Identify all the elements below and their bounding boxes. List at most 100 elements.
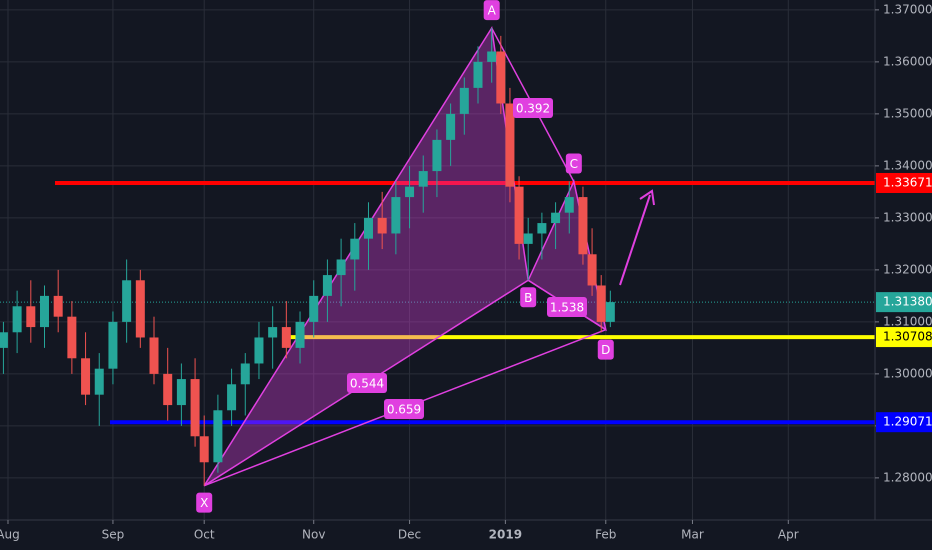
candle-body: [39, 295, 49, 328]
candle-body: [578, 197, 588, 255]
ratio-label-box: [513, 98, 553, 118]
y-tick-label: 1.30000: [883, 366, 932, 380]
candle-body: [190, 379, 200, 437]
candle-body: [391, 197, 401, 234]
candle-body: [53, 295, 63, 317]
vertex-label-box: [597, 339, 614, 360]
level-price-box: [876, 412, 932, 433]
candle-body: [487, 51, 497, 62]
y-tick-label: 1.37000: [883, 2, 932, 16]
candle-body: [281, 327, 291, 348]
candle-body: [596, 285, 606, 322]
candle-body: [227, 384, 237, 411]
candle-body: [496, 51, 506, 104]
projection-arrow-head: [639, 189, 655, 206]
candle-body: [12, 306, 22, 333]
candle-body: [67, 316, 77, 359]
candle-body: [446, 113, 456, 140]
candle-body: [459, 87, 469, 114]
ratio-label: 0.659: [387, 403, 421, 417]
x-tick-label: 2019: [489, 528, 522, 542]
y-tick-label: 1.36000: [883, 54, 932, 68]
vertex-label-box: [483, 0, 500, 21]
x-tick-label: Feb: [595, 528, 616, 542]
x-tick-label: Nov: [302, 528, 325, 542]
vertex-label: C: [570, 157, 578, 171]
vertex-label-box: [520, 287, 537, 308]
candle-body: [94, 368, 104, 395]
projection-arrow: [619, 194, 651, 286]
candle-body: [26, 306, 36, 328]
ratio-label: 0.392: [516, 102, 550, 116]
grid: [0, 0, 875, 520]
candle-body: [163, 373, 173, 406]
level-price-label: 1.33671: [883, 175, 932, 189]
ratio-label: 0.544: [350, 377, 384, 391]
levels: [0, 180, 875, 425]
y-tick-label: 1.34000: [883, 158, 932, 172]
x-tick-label: Sep: [102, 528, 125, 542]
candle-body: [587, 254, 597, 286]
candle-body: [176, 379, 186, 406]
y-tick-label: 1.28000: [883, 470, 932, 484]
level-price-box: [876, 172, 932, 193]
current-price-label: 1.31380: [883, 295, 932, 309]
candle-body: [473, 61, 483, 88]
y-tick-label: 1.32000: [883, 262, 932, 276]
vertex-label: D: [601, 343, 610, 357]
candle-body: [514, 186, 524, 244]
x-tick-label: Mar: [681, 528, 704, 542]
candle-body: [81, 358, 91, 395]
price-axis: [875, 0, 932, 550]
candle-body: [418, 171, 428, 187]
candle-body: [377, 217, 387, 234]
candle-body: [336, 259, 346, 276]
candle-body: [135, 280, 145, 338]
candle-body: [564, 197, 574, 213]
vertex-label: A: [488, 4, 497, 18]
candle-body: [551, 212, 561, 224]
vertex-label: B: [524, 291, 532, 305]
candle-body: [505, 103, 515, 187]
candle-body: [523, 233, 533, 244]
level-price-label: 1.30708: [883, 330, 932, 344]
candle-body: [350, 238, 360, 260]
candle-body: [254, 337, 264, 364]
candle-body: [363, 217, 373, 239]
candle-body: [605, 302, 615, 322]
y-tick-label: 1.31000: [883, 314, 932, 328]
candle-body: [149, 337, 159, 374]
candle-body: [199, 436, 209, 463]
x-tick-label: Oct: [194, 528, 215, 542]
ratio-label: 1.538: [550, 301, 584, 315]
current-price-box: [876, 292, 932, 313]
candle-body: [432, 139, 442, 172]
candle-body: [268, 327, 278, 338]
candle-body: [537, 223, 547, 234]
candles: [0, 28, 615, 486]
y-tick-label: 1.35000: [883, 106, 932, 120]
vertex-label-box: [565, 153, 582, 174]
candle-body: [108, 321, 118, 369]
x-tick-label: Dec: [398, 528, 421, 542]
x-tick-label: Aug: [0, 528, 20, 542]
ratio-label-box: [347, 373, 387, 393]
x-tick-label: Apr: [778, 528, 799, 542]
candle-body: [309, 295, 319, 322]
y-tick-label: 1.33000: [883, 210, 932, 224]
candle-body: [213, 410, 223, 463]
candle-body: [122, 280, 132, 322]
candle-body: [0, 332, 8, 348]
level-price-box: [876, 327, 932, 348]
ratio-label-box: [547, 297, 587, 317]
vertex-label-box: [196, 492, 213, 513]
ratio-label-box: [384, 399, 424, 419]
candle-body: [405, 186, 415, 198]
candle-body: [240, 363, 250, 385]
vertex-label: X: [200, 496, 208, 510]
candle-body: [295, 321, 305, 348]
level-price-label: 1.29071: [883, 415, 932, 429]
